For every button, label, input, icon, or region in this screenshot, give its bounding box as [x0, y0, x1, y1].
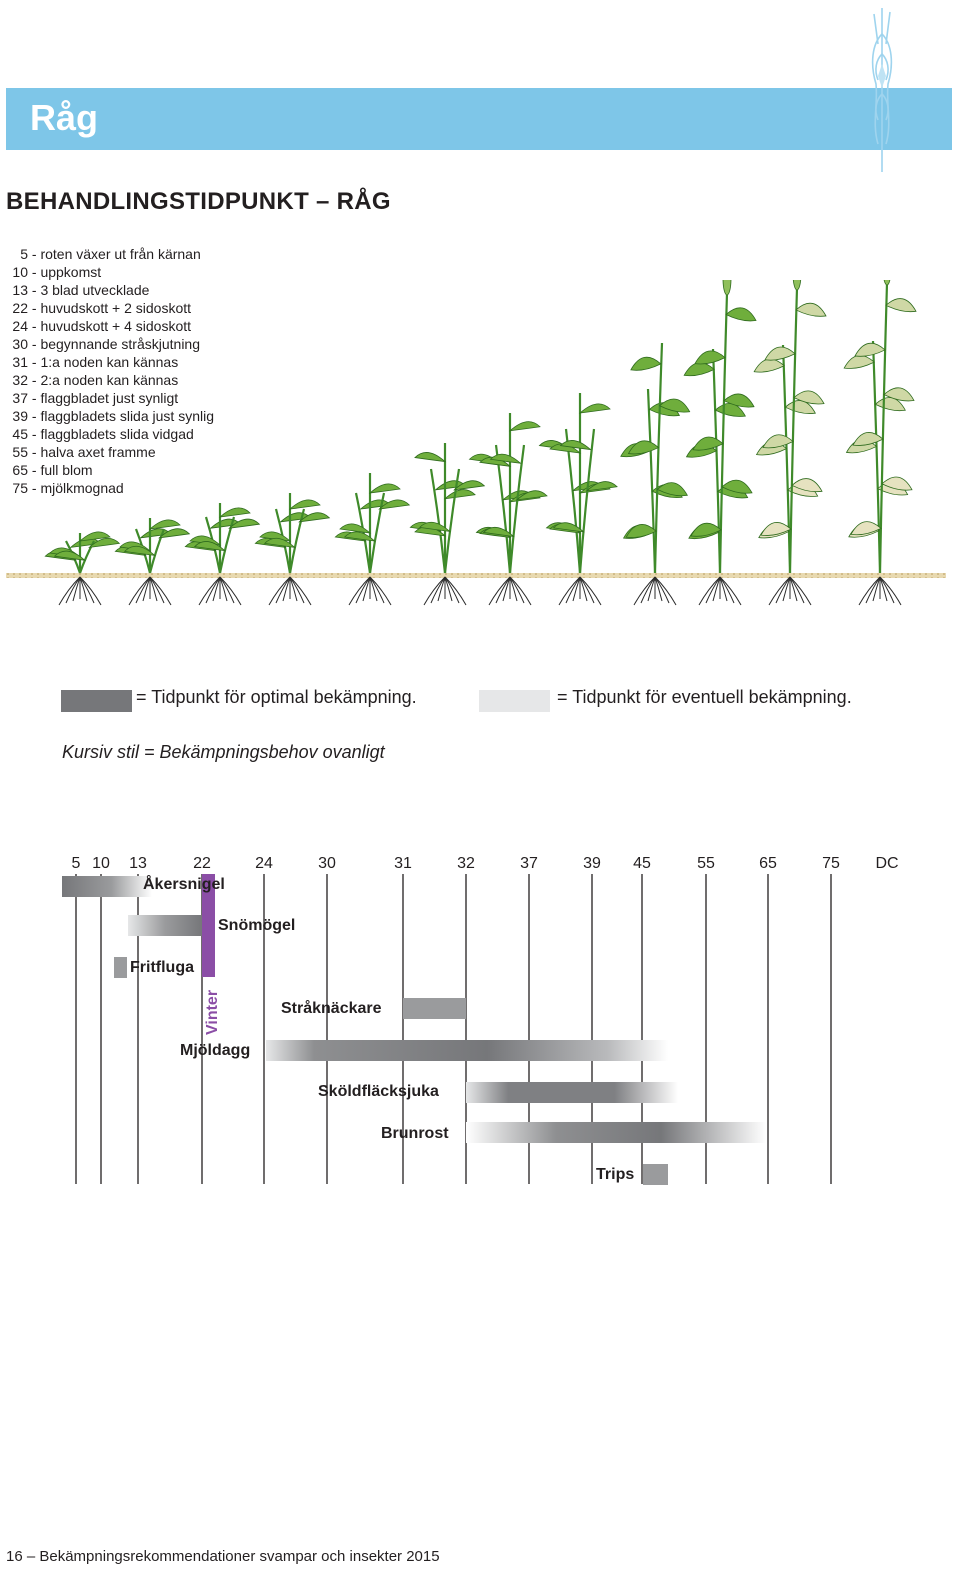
skoldflacksjuka-bar [466, 1082, 678, 1103]
pest-label-skoldflacksjuka: Sköldfläcksjuka [318, 1083, 439, 1100]
axis-label-13: 13 [129, 855, 147, 872]
wheat-ear-icon [871, 8, 893, 172]
axis-label-dc: DC [875, 855, 898, 872]
plant-stage-illustration [184, 503, 261, 606]
plant-stage-illustration [409, 443, 486, 606]
legend-possible-swatch [479, 690, 550, 712]
plant-stage-illustration [114, 518, 191, 606]
legend-optimal-label: = Tidpunkt för optimal bekämpning. [136, 687, 417, 707]
pest-label-mjoldagg: Mjöldagg [180, 1042, 250, 1059]
plant-stage-illustration [334, 473, 411, 606]
section-heading: BEHANDLINGSTIDPUNKT – RÅG [6, 188, 391, 215]
axis-label-31: 31 [394, 855, 412, 872]
pest-label-vinter: Vinter [204, 990, 221, 1035]
trips-bar [643, 1164, 668, 1185]
treatment-timeline-chart: 5 10 13 22 24 30 31 32 37 39 45 55 65 75 DC Åkersnigel… [62, 855, 899, 1185]
plant-stage-illustration [620, 342, 691, 606]
axis-label-39: 39 [583, 855, 601, 872]
axis-label-32: 32 [457, 855, 475, 872]
fritfluga-bar [114, 957, 127, 978]
plant-stage-illustration [843, 280, 917, 606]
stage-item: 39 - flaggbladets slida just synlig [12, 408, 214, 424]
stage-item: 45 - flaggbladets slida vidgad [12, 426, 194, 442]
page-footer: 16 – Bekämpningsrekommendationer svampar… [6, 1548, 440, 1565]
plant-stage-illustration [44, 531, 121, 606]
plant-stage-illustration [683, 280, 757, 606]
snomogel-bar [128, 915, 202, 936]
legend-possible-label: = Tidpunkt för eventuell bekämpning. [557, 687, 852, 707]
axis-label-45: 45 [633, 855, 651, 872]
stage-item: 37 - flaggbladet just synligt [12, 390, 179, 406]
akersnigel-bar [62, 876, 152, 897]
vinter-bar [202, 874, 215, 977]
plant-stage-illustration [468, 413, 548, 606]
italic-legend-note: Kursiv stil = Bekämpningsbehov ovanligt [62, 742, 385, 762]
stage-item: 13 - 3 blad utvecklade [12, 282, 150, 298]
stage-item: 30 - begynnande stråskjutning [12, 336, 200, 352]
pest-label-akersnigel: Åkersnigel [143, 874, 225, 893]
stage-item: 10 - uppkomst [12, 264, 102, 280]
stage-item: 32 - 2:a noden kan kännas [12, 372, 179, 388]
axis-label-10: 10 [92, 855, 110, 872]
axis-label-24: 24 [255, 855, 273, 872]
stage-item: 5 - roten växer ut från kärnan [20, 246, 201, 262]
axis-label-75: 75 [822, 855, 840, 872]
straknackare-bar [403, 998, 466, 1019]
pest-label-straknackare: Stråknäckare [281, 999, 382, 1017]
pest-label-brunrost: Brunrost [381, 1125, 449, 1142]
plant-stage-illustration [254, 493, 331, 606]
pest-label-trips: Trips [596, 1166, 634, 1183]
stage-item: 24 - huvudskott + 4 sidoskott [12, 318, 192, 334]
plant-stage-illustration [538, 393, 618, 606]
axis-label-22: 22 [193, 855, 211, 872]
axis-label-55: 55 [697, 855, 715, 872]
axis-label-37: 37 [520, 855, 538, 872]
plant-stage-illustration [753, 280, 827, 606]
brunrost-bar [466, 1122, 766, 1143]
stage-item: 75 - mjölkmognad [12, 480, 124, 496]
pest-label-snomogel: Snömögel [218, 917, 295, 934]
plant-growth-illustration [6, 280, 946, 606]
stage-item: 55 - halva axet framme [12, 444, 156, 460]
pest-label-fritfluga: Fritfluga [130, 959, 194, 976]
mjoldagg-bar [266, 1040, 668, 1061]
axis-label-65: 65 [759, 855, 777, 872]
growth-stage-list: 5 - roten växer ut från kärnan 10 - uppk… [6, 245, 214, 497]
legend-optimal-swatch [61, 690, 132, 712]
soil-line [6, 573, 946, 578]
stage-item: 31 - 1:a noden kan kännas [12, 354, 179, 370]
axis-label-30: 30 [318, 855, 336, 872]
header-banner: Råg [6, 88, 952, 150]
stage-item: 22 - huvudskott + 2 sidoskott [12, 300, 192, 316]
axis-label-5: 5 [72, 855, 81, 872]
page-title: Råg [30, 97, 99, 138]
stage-item: 65 - full blom [12, 462, 93, 478]
